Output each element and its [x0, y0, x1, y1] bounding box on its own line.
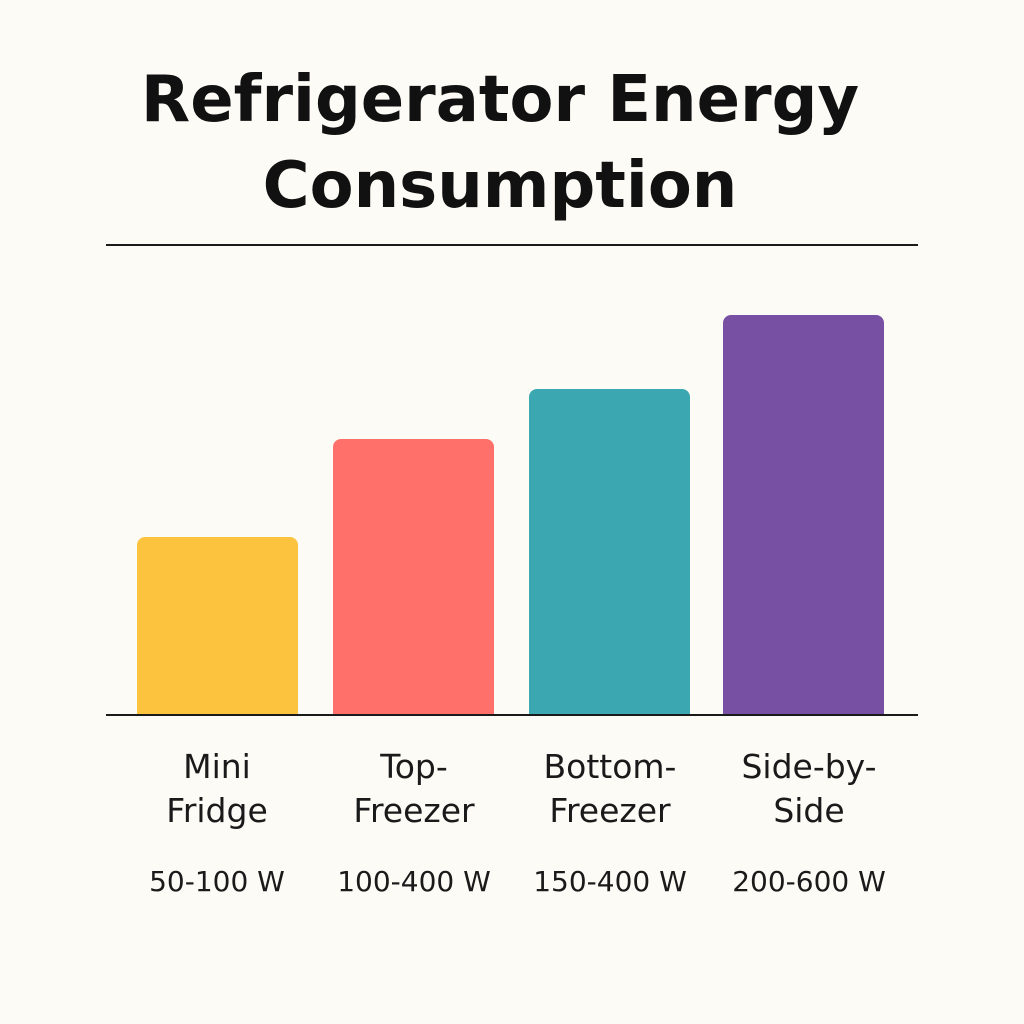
category-label-line: Top- — [380, 747, 448, 786]
category-label-line: Bottom- — [543, 747, 677, 786]
chart-title-line-2: Consumption — [262, 149, 738, 223]
category-label-3: Side-by- Side — [714, 745, 904, 833]
bar-3 — [723, 315, 884, 721]
category-label-line: Side — [773, 791, 845, 830]
range-label-2: 150-400 W — [533, 865, 687, 898]
category-label-0: Mini Fridge — [122, 745, 312, 833]
bar-0 — [137, 537, 298, 721]
category-label-1: Top- Freezer — [319, 745, 509, 833]
chart-title-line-1: Refrigerator Energy — [140, 63, 860, 137]
category-label-line: Freezer — [549, 791, 671, 830]
category-label-2: Bottom- Freezer — [515, 745, 705, 833]
baseline-mask — [100, 716, 924, 728]
title-divider — [106, 244, 918, 246]
category-label-line: Fridge — [166, 791, 268, 830]
category-label-line: Freezer — [353, 791, 475, 830]
bar-2 — [529, 389, 690, 721]
bar-1 — [333, 439, 494, 721]
range-label-1: 100-400 W — [337, 865, 491, 898]
range-label-3: 200-600 W — [732, 865, 886, 898]
range-label-0: 50-100 W — [149, 865, 285, 898]
category-label-line: Mini — [183, 747, 251, 786]
category-label-line: Side-by- — [741, 747, 877, 786]
